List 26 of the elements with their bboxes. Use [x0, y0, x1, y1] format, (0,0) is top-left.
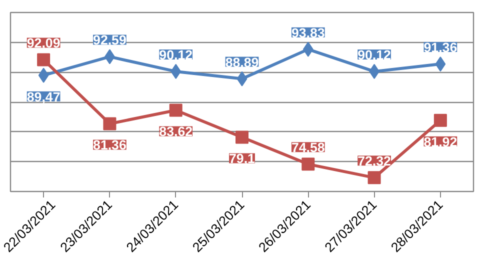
point	[302, 42, 314, 57]
point	[37, 53, 50, 66]
data-label: 88,89	[225, 54, 259, 70]
point	[103, 117, 116, 130]
data-label: 91,36	[424, 40, 458, 56]
data-label: 83,62	[159, 124, 193, 140]
point	[368, 171, 381, 184]
point	[434, 114, 447, 127]
point	[236, 71, 248, 86]
point	[435, 56, 446, 72]
data-label: 81,36	[93, 138, 126, 153]
data-label: 90,12	[358, 47, 391, 62]
data-label: 93,83	[291, 25, 325, 40]
point	[169, 104, 182, 117]
data-label: 92,59	[93, 32, 126, 48]
data-label: 74,58	[291, 140, 325, 156]
data-label: 81,92	[424, 134, 458, 150]
data-label: 89,47	[26, 89, 60, 104]
point	[236, 130, 248, 144]
data-label: 79,1	[229, 151, 256, 166]
point	[170, 64, 182, 79]
data-label: 72,32	[358, 154, 391, 169]
point	[38, 68, 49, 83]
point	[302, 158, 315, 171]
data-label: 92,09	[26, 36, 60, 51]
data-label: 90,12	[159, 47, 193, 62]
